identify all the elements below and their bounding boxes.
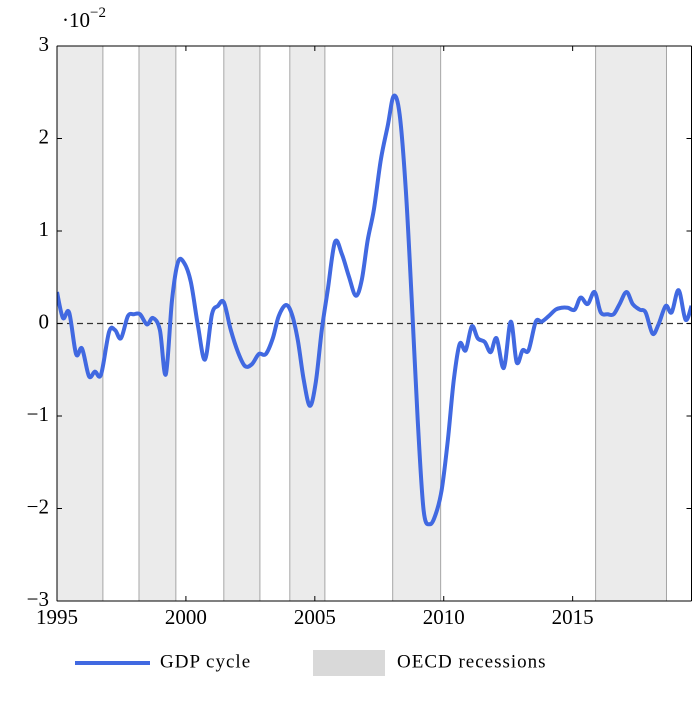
y-scale-label: ·10−2 [62, 5, 106, 31]
y-scale-base: ·10 [62, 8, 90, 32]
y-tick-label: 1 [39, 217, 50, 241]
x-tick-label: 2010 [423, 605, 465, 629]
legend-label: GDP cycle [160, 651, 251, 672]
y-scale-exponent: −2 [90, 5, 106, 21]
legend-label: OECD recessions [397, 651, 547, 672]
x-tick-label: 2000 [165, 605, 207, 629]
y-tick-label: 2 [39, 124, 50, 148]
x-tick-label: 2005 [294, 605, 336, 629]
y-tick-label: 3 [39, 32, 50, 56]
y-tick-label: −1 [27, 402, 49, 426]
x-tick-label: 2015 [552, 605, 594, 629]
y-tick-label: 0 [39, 309, 50, 333]
y-tick-label: −3 [27, 587, 49, 611]
y-tick-label: −2 [27, 494, 49, 518]
x-tick-label: 1995 [36, 605, 78, 629]
gdp-line [57, 93, 692, 527]
legend-swatch [313, 650, 385, 676]
